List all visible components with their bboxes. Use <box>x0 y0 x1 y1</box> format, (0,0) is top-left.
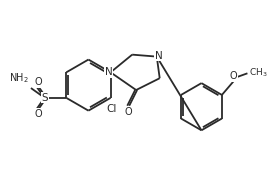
Text: O: O <box>230 71 237 81</box>
Text: Cl: Cl <box>106 104 117 114</box>
Text: O: O <box>124 107 132 117</box>
Text: N: N <box>105 67 112 77</box>
Text: O: O <box>34 109 42 119</box>
Text: O: O <box>34 77 42 87</box>
Text: S: S <box>41 93 48 103</box>
Text: CH$_3$: CH$_3$ <box>249 66 268 79</box>
Text: N: N <box>155 51 163 61</box>
Text: NH$_2$: NH$_2$ <box>9 71 29 85</box>
